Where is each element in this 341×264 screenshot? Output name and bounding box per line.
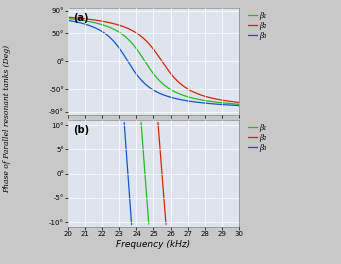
Line: β₂: β₂ <box>68 17 239 102</box>
X-axis label: Frequency (kHz): Frequency (kHz) <box>116 240 191 249</box>
β₂ <box>132 30 136 33</box>
β₁ <box>66 17 70 20</box>
β₂ <box>160 170 164 173</box>
β₃ <box>127 185 131 188</box>
β₃ <box>139 78 143 81</box>
β₁ <box>96 22 100 25</box>
β₂ <box>86 17 90 21</box>
β₂ <box>139 35 143 38</box>
β₂ <box>156 121 160 124</box>
β₂ <box>161 188 165 191</box>
β₃ <box>132 69 136 72</box>
β₃ <box>86 23 90 26</box>
β₁ <box>233 102 237 106</box>
β₁ <box>146 216 150 220</box>
β₁ <box>139 121 143 124</box>
β₂ <box>237 101 241 104</box>
β₁ <box>237 103 241 106</box>
β₂ <box>215 98 219 101</box>
β₃ <box>66 19 70 22</box>
β₂ <box>66 16 70 19</box>
Legend: β₁, β₂, β₃: β₁, β₂, β₃ <box>248 12 266 40</box>
β₁ <box>145 204 149 207</box>
β₂ <box>233 100 237 103</box>
Text: (a): (a) <box>73 13 89 23</box>
Line: β₃: β₃ <box>124 123 132 224</box>
Line: β₁: β₁ <box>141 123 149 224</box>
β₂ <box>164 223 168 226</box>
β₃ <box>96 27 100 31</box>
β₁ <box>145 205 149 208</box>
β₃ <box>123 139 128 142</box>
β₁ <box>139 54 143 57</box>
β₁ <box>142 160 146 163</box>
β₁ <box>145 203 149 206</box>
β₁ <box>215 101 219 104</box>
β₃ <box>237 104 241 107</box>
Text: (b): (b) <box>73 125 89 135</box>
β₂ <box>158 152 162 155</box>
Text: Phase of Parallel resonant tanks (Deg): Phase of Parallel resonant tanks (Deg) <box>3 45 11 193</box>
β₃ <box>233 104 237 107</box>
β₂ <box>96 19 100 22</box>
β₃ <box>122 121 126 124</box>
β₃ <box>127 180 131 183</box>
Line: β₁: β₁ <box>68 18 239 104</box>
β₃ <box>130 223 134 226</box>
Legend: β₁, β₂, β₃: β₁, β₂, β₃ <box>248 124 266 152</box>
β₃ <box>128 201 132 204</box>
Line: β₂: β₂ <box>158 123 166 224</box>
β₁ <box>132 44 136 47</box>
Line: β₃: β₃ <box>68 20 239 106</box>
β₁ <box>140 133 144 136</box>
β₃ <box>215 103 219 106</box>
β₁ <box>147 222 151 225</box>
β₂ <box>161 186 165 189</box>
β₂ <box>163 211 167 214</box>
β₃ <box>122 125 127 128</box>
β₂ <box>160 175 164 178</box>
β₃ <box>128 197 132 200</box>
β₁ <box>86 20 90 23</box>
